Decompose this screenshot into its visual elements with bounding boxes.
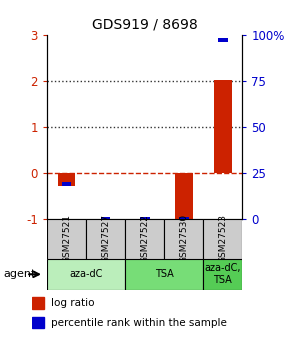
Bar: [32, 317, 44, 328]
Text: log ratio: log ratio: [51, 298, 95, 308]
Bar: [175, 173, 193, 219]
Text: GSM27527: GSM27527: [101, 214, 110, 264]
Bar: [203, 259, 242, 290]
Text: aza-dC: aza-dC: [69, 269, 103, 279]
Text: GSM27521: GSM27521: [62, 214, 71, 264]
Text: GSM27523: GSM27523: [218, 214, 227, 264]
Text: TSA: TSA: [155, 269, 174, 279]
Text: percentile rank within the sample: percentile rank within the sample: [51, 318, 227, 328]
Bar: [47, 219, 86, 259]
Bar: [32, 297, 44, 309]
Title: GDS919 / 8698: GDS919 / 8698: [92, 18, 198, 32]
Bar: [218, 38, 228, 42]
Bar: [164, 219, 203, 259]
Text: GSM27522: GSM27522: [140, 215, 149, 263]
Bar: [203, 219, 242, 259]
Bar: [101, 217, 110, 221]
Bar: [62, 182, 71, 186]
Bar: [47, 259, 125, 290]
Text: GSM27530: GSM27530: [179, 214, 188, 264]
Bar: [140, 217, 149, 221]
Bar: [179, 217, 188, 221]
Bar: [214, 80, 232, 173]
Bar: [58, 173, 75, 186]
Bar: [125, 219, 164, 259]
Text: aza-dC,
TSA: aza-dC, TSA: [205, 264, 241, 285]
Bar: [125, 259, 203, 290]
Bar: [86, 219, 125, 259]
Text: agent: agent: [3, 269, 35, 279]
